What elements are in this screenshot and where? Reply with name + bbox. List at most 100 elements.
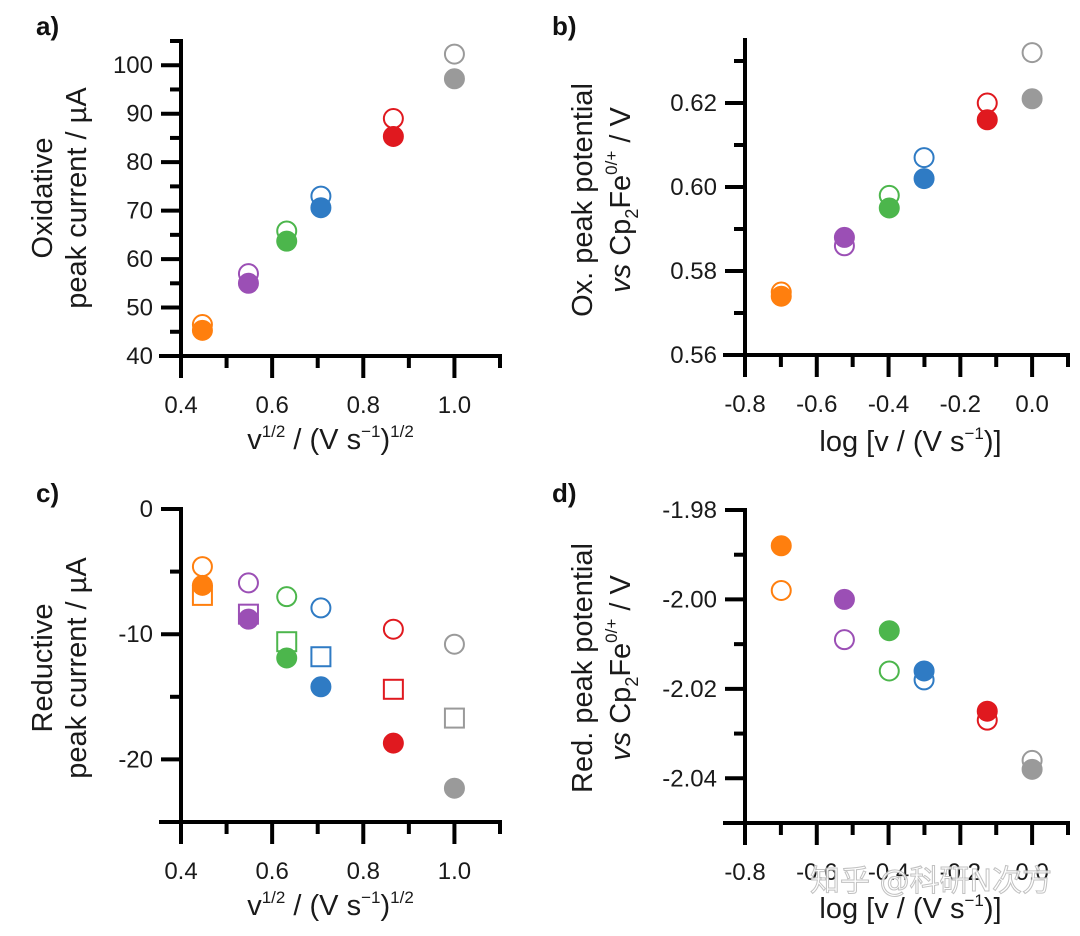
data-point-filled-circle: [976, 109, 998, 131]
data-point-filled-circle: [276, 647, 298, 669]
x-tick-label: -0.6: [796, 859, 837, 886]
data-point-open-circle: [443, 633, 465, 655]
data-point-filled-circle: [878, 620, 900, 642]
x-tick-label: -0.8: [724, 391, 765, 418]
x-tick-label: 0.4: [164, 858, 197, 885]
x-tick-label: -0.6: [796, 391, 837, 418]
x-tick-label: -0.2: [940, 391, 981, 418]
data-point-filled-circle: [191, 574, 213, 596]
data-point-filled-circle: [1021, 88, 1043, 110]
panel-c: c) 0 -10 -20 0.4 0.6 0.8 1.0 v1/2 / (V s−1)1/2 Re…: [27, 478, 502, 922]
data-point-open-circle: [382, 108, 404, 130]
axes: [159, 39, 502, 358]
panel-d: d) -1.98 -2.00 -2.02 -2.04 -0.8 -0.6 -0.4 -0.2 0.…: [552, 478, 1070, 925]
y-tick-label: -10: [118, 621, 153, 648]
data-point-filled-circle: [878, 197, 900, 219]
data-point-open-square: [443, 707, 465, 729]
data-point-filled-circle: [913, 168, 935, 190]
y-tick-label: 60: [126, 246, 153, 273]
y-tick-label: 100: [113, 52, 153, 79]
data-point-open-circle: [382, 618, 404, 640]
y-axis-title-line1: Red. peak potential: [567, 543, 599, 793]
y-tick-label: -2.04: [662, 765, 717, 792]
x-tick-label: 0.4: [164, 392, 197, 419]
y-axis-title-line2: vs Cp2Fe0/+ / V: [602, 575, 642, 761]
x-tick-label: 0.6: [255, 392, 288, 419]
data-point-filled-circle: [310, 676, 332, 698]
x-tick-label: 1.0: [438, 858, 471, 885]
data-point-open-circle: [276, 586, 298, 608]
data-point-filled-circle: [237, 272, 259, 294]
panel-label: a): [36, 11, 59, 41]
series-filled-circle: [770, 88, 1043, 307]
series-open-circle: [770, 42, 1043, 303]
x-tick-label: 0.8: [347, 392, 380, 419]
y-axis-title-line2: vs Cp2Fe0/+ / V: [602, 107, 642, 293]
data-point-filled-circle: [833, 226, 855, 248]
x-tick-label: 0.0: [1015, 859, 1048, 886]
watermark: 知乎 @科研N次方: [810, 864, 1052, 899]
data-point-filled-circle: [770, 285, 792, 307]
x-tick-label: -0.2: [940, 859, 981, 886]
x-tick-label: 0.8: [347, 858, 380, 885]
data-point-filled-circle: [443, 68, 465, 90]
series-filled-circle: [191, 68, 465, 341]
y-axis-title-line2: peak current / µA: [61, 557, 93, 779]
panel-label: b): [552, 11, 577, 41]
data-point-open-circle: [237, 572, 259, 594]
data-point-filled-circle: [191, 319, 213, 341]
data-point-filled-circle: [976, 700, 998, 722]
data-point-open-circle: [191, 556, 213, 578]
y-axis-title-line2: peak current / µA: [61, 87, 93, 309]
data-point-open-circle: [443, 43, 465, 65]
data-point-open-circle: [770, 579, 792, 601]
x-tick-label: -0.4: [868, 391, 909, 418]
data-point-filled-circle: [382, 125, 404, 147]
y-tick-label: 90: [126, 101, 153, 128]
data-point-filled-circle: [770, 535, 792, 557]
y-axis-title-line1: Ox. peak potential: [567, 83, 599, 317]
y-axis-title-line1: Reductive: [27, 604, 59, 733]
data-point-filled-circle: [833, 588, 855, 610]
y-tick-label: 50: [126, 295, 153, 322]
x-tick-label: 1.0: [438, 392, 471, 419]
data-point-filled-circle: [276, 230, 298, 252]
y-tick-label: -20: [118, 746, 153, 773]
axes: [159, 507, 502, 824]
x-tick-label: -0.4: [868, 859, 909, 886]
data-point-filled-circle: [1021, 758, 1043, 780]
y-tick-label: 0.58: [670, 258, 717, 285]
data-point-open-circle: [310, 597, 332, 619]
data-point-open-circle: [913, 147, 935, 169]
data-point-filled-circle: [443, 777, 465, 799]
y-tick-label: 40: [126, 343, 153, 370]
series-filled-circle: [770, 535, 1043, 780]
data-point-open-square: [310, 646, 332, 668]
y-tick-label: -1.98: [662, 497, 717, 524]
x-tick-label: -0.8: [724, 859, 765, 886]
panel-label: c): [36, 478, 59, 508]
x-axis-title: log [v / (V s−1)]: [819, 424, 1001, 458]
panel-b: b) 0.56 0.58 0.60 0.62 -0.8 -0.6 -0.4 -0.2 0.0 log…: [552, 11, 1070, 458]
series-open-circle: [191, 556, 465, 655]
x-axis-title: v1/2 / (V s−1)1/2: [247, 888, 414, 922]
y-tick-label: -2.02: [662, 676, 717, 703]
x-axis-title: v1/2 / (V s−1)1/2: [247, 422, 414, 456]
x-tick-label: 0.6: [255, 858, 288, 885]
data-point-filled-circle: [310, 197, 332, 219]
x-tick-label: 0.0: [1015, 391, 1048, 418]
x-axis-title: log [v / (V s−1)]: [819, 891, 1001, 925]
data-point-open-circle: [1021, 42, 1043, 64]
data-point-open-circle: [833, 629, 855, 651]
y-tick-label: 0.60: [670, 174, 717, 201]
panel-a: a) 40 50 60 70 80 90 100 0.4 0.6 0.8 1.0 v1/2 / (V s…: [27, 11, 502, 456]
series-filled-circle: [191, 574, 465, 799]
y-tick-label: 80: [126, 149, 153, 176]
data-point-filled-circle: [237, 608, 259, 630]
series-open-circle: [770, 579, 1043, 771]
series-open-circle: [191, 43, 465, 335]
data-point-filled-circle: [913, 660, 935, 682]
y-tick-label: -2.00: [662, 586, 717, 613]
y-tick-label: 0: [140, 496, 153, 523]
